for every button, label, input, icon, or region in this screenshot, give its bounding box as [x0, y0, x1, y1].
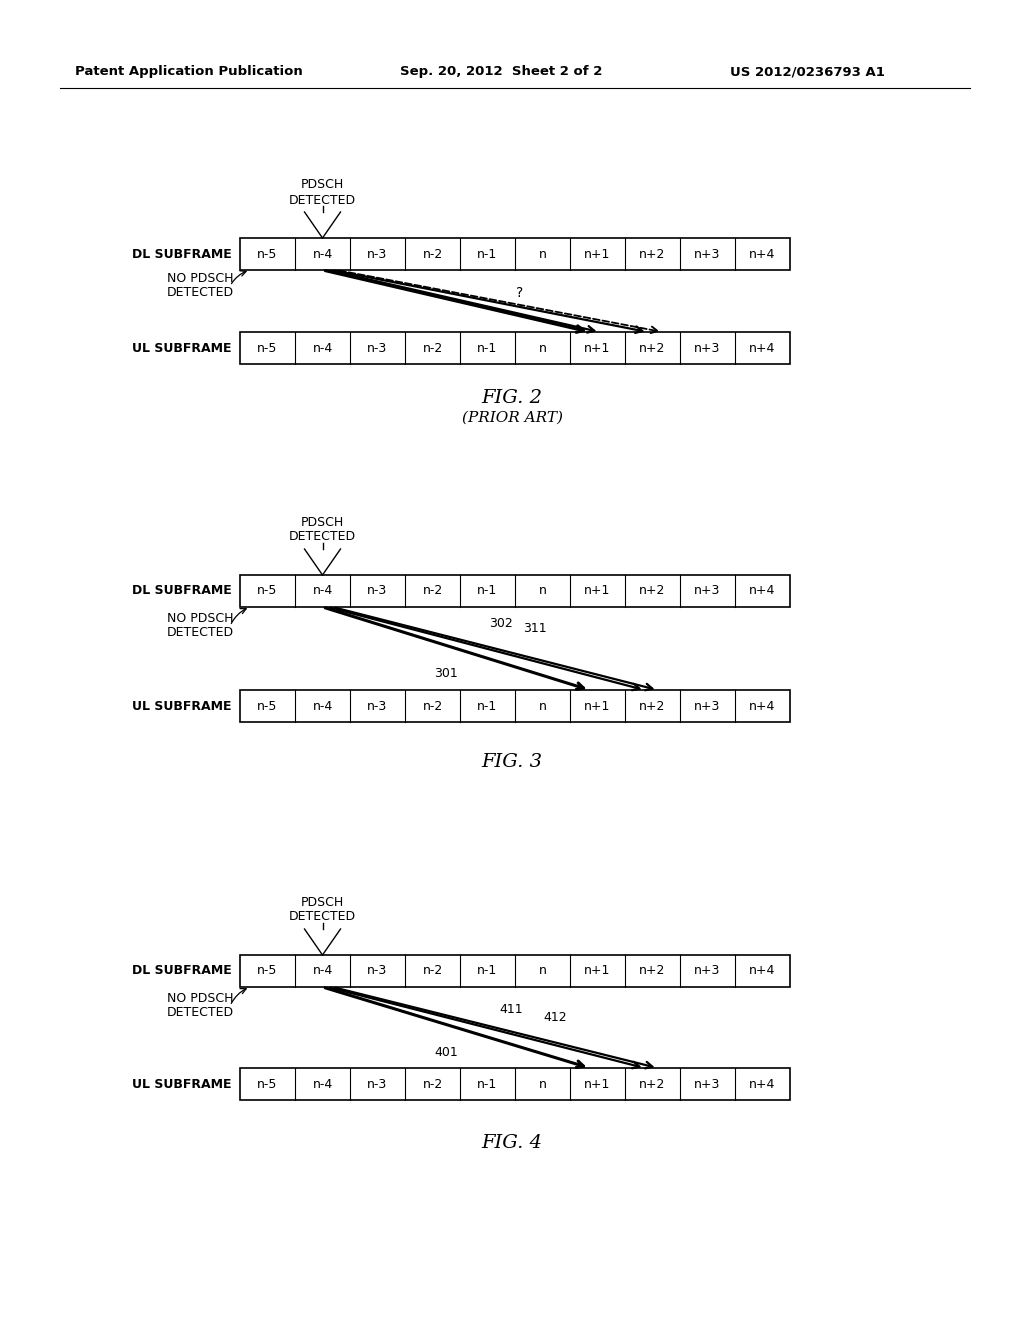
Text: n-3: n-3 — [368, 965, 388, 978]
Text: n-2: n-2 — [422, 700, 442, 713]
Text: n-3: n-3 — [368, 585, 388, 598]
Text: n-4: n-4 — [312, 700, 333, 713]
Text: Patent Application Publication: Patent Application Publication — [75, 66, 303, 78]
Text: NO PDSCH: NO PDSCH — [167, 991, 233, 1005]
Text: n+2: n+2 — [639, 700, 666, 713]
Text: n-1: n-1 — [477, 248, 498, 260]
Text: n-4: n-4 — [312, 342, 333, 355]
Text: PDSCH: PDSCH — [301, 178, 344, 191]
Text: n+4: n+4 — [750, 248, 776, 260]
Text: FIG. 2: FIG. 2 — [481, 389, 543, 407]
Text: n-5: n-5 — [257, 965, 278, 978]
Text: n: n — [539, 585, 547, 598]
Text: n+3: n+3 — [694, 700, 721, 713]
Text: n+4: n+4 — [750, 965, 776, 978]
Text: n+3: n+3 — [694, 1077, 721, 1090]
Text: n-2: n-2 — [422, 1077, 442, 1090]
Text: n+3: n+3 — [694, 342, 721, 355]
Text: DL SUBFRAME: DL SUBFRAME — [132, 585, 232, 598]
Text: UL SUBFRAME: UL SUBFRAME — [132, 1077, 232, 1090]
Text: n-1: n-1 — [477, 965, 498, 978]
Text: n+2: n+2 — [639, 965, 666, 978]
Text: n+2: n+2 — [639, 342, 666, 355]
Text: n-4: n-4 — [312, 585, 333, 598]
Text: DETECTED: DETECTED — [289, 531, 356, 544]
Text: UL SUBFRAME: UL SUBFRAME — [132, 342, 232, 355]
Text: n+2: n+2 — [639, 585, 666, 598]
Text: n-3: n-3 — [368, 700, 388, 713]
Text: DETECTED: DETECTED — [167, 286, 233, 300]
Text: n-2: n-2 — [422, 585, 442, 598]
Text: UL SUBFRAME: UL SUBFRAME — [132, 700, 232, 713]
Text: FIG. 3: FIG. 3 — [481, 752, 543, 771]
Text: n: n — [539, 1077, 547, 1090]
Text: n+1: n+1 — [585, 700, 610, 713]
Text: n+4: n+4 — [750, 585, 776, 598]
Text: n+1: n+1 — [585, 585, 610, 598]
Text: 301: 301 — [434, 667, 458, 680]
Text: n-1: n-1 — [477, 342, 498, 355]
Text: n+1: n+1 — [585, 965, 610, 978]
Text: ?: ? — [516, 286, 523, 300]
Text: n-3: n-3 — [368, 342, 388, 355]
Text: 412: 412 — [543, 1011, 567, 1024]
Text: n-5: n-5 — [257, 248, 278, 260]
Text: n-5: n-5 — [257, 1077, 278, 1090]
Text: n+2: n+2 — [639, 1077, 666, 1090]
Text: n-5: n-5 — [257, 585, 278, 598]
Text: n: n — [539, 248, 547, 260]
Text: n+1: n+1 — [585, 342, 610, 355]
Text: n+3: n+3 — [694, 248, 721, 260]
Text: n-1: n-1 — [477, 1077, 498, 1090]
Bar — [240, 690, 790, 722]
Text: 401: 401 — [434, 1045, 458, 1059]
Text: FIG. 4: FIG. 4 — [481, 1134, 543, 1152]
Text: 411: 411 — [499, 1003, 523, 1016]
Text: (PRIOR ART): (PRIOR ART) — [462, 411, 562, 425]
Text: n+4: n+4 — [750, 1077, 776, 1090]
Text: PDSCH: PDSCH — [301, 516, 344, 528]
Text: PDSCH: PDSCH — [301, 895, 344, 908]
Text: DL SUBFRAME: DL SUBFRAME — [132, 965, 232, 978]
Text: NO PDSCH: NO PDSCH — [167, 272, 233, 285]
Text: n+3: n+3 — [694, 965, 721, 978]
Text: n-2: n-2 — [422, 965, 442, 978]
Text: Sep. 20, 2012  Sheet 2 of 2: Sep. 20, 2012 Sheet 2 of 2 — [400, 66, 602, 78]
Text: n-2: n-2 — [422, 342, 442, 355]
Text: n+4: n+4 — [750, 342, 776, 355]
Text: DETECTED: DETECTED — [289, 911, 356, 924]
Text: DETECTED: DETECTED — [167, 1006, 233, 1019]
Text: n-3: n-3 — [368, 248, 388, 260]
Text: 302: 302 — [489, 616, 513, 630]
Text: n-1: n-1 — [477, 700, 498, 713]
Bar — [240, 954, 790, 987]
Text: DL SUBFRAME: DL SUBFRAME — [132, 248, 232, 260]
Text: n+1: n+1 — [585, 248, 610, 260]
Text: n: n — [539, 342, 547, 355]
Text: 311: 311 — [523, 622, 547, 635]
Text: n+4: n+4 — [750, 700, 776, 713]
Text: n-1: n-1 — [477, 585, 498, 598]
Bar — [240, 333, 790, 364]
Text: n-2: n-2 — [422, 248, 442, 260]
Text: n: n — [539, 965, 547, 978]
Text: DETECTED: DETECTED — [289, 194, 356, 206]
Text: n-4: n-4 — [312, 965, 333, 978]
Text: n-4: n-4 — [312, 1077, 333, 1090]
Text: n-4: n-4 — [312, 248, 333, 260]
Text: NO PDSCH: NO PDSCH — [167, 611, 233, 624]
Bar — [240, 238, 790, 271]
Text: n+3: n+3 — [694, 585, 721, 598]
Bar — [240, 1068, 790, 1100]
Text: US 2012/0236793 A1: US 2012/0236793 A1 — [730, 66, 885, 78]
Text: n-5: n-5 — [257, 700, 278, 713]
Text: n-5: n-5 — [257, 342, 278, 355]
Text: n-3: n-3 — [368, 1077, 388, 1090]
Text: DETECTED: DETECTED — [167, 627, 233, 639]
Text: n: n — [539, 700, 547, 713]
Text: n+1: n+1 — [585, 1077, 610, 1090]
Text: n+2: n+2 — [639, 248, 666, 260]
Bar — [240, 576, 790, 607]
